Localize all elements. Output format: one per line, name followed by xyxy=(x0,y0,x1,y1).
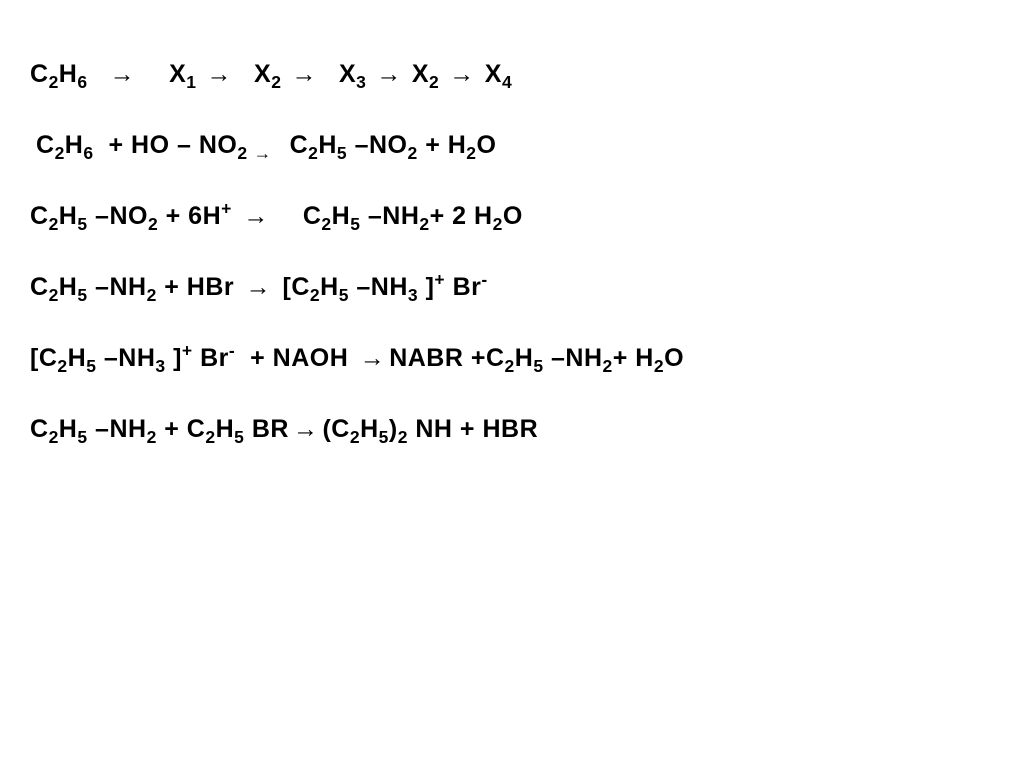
page-content: C2H6→X1→X2→X3→X2→X4 C2H6 + HO – NO2→C2H5 … xyxy=(0,0,1024,516)
equation-rxn1: C2H6 + HO – NO2→C2H5 –NO2 + H2O xyxy=(36,131,994,160)
equation-rxn3: C2H5 –NH2 + HBr → [C2H5 –NH3 ]+ Br- xyxy=(30,273,994,302)
equation-scheme: C2H6→X1→X2→X3→X2→X4 xyxy=(30,60,994,89)
equation-rxn5: C2H5 –NH2 + C2H5 BR→(C2H5)2 NH + HBR xyxy=(30,415,994,444)
equation-rxn4: [C2H5 –NH3 ]+ Br- + NAOH →NABR +C2H5 –NH… xyxy=(30,344,994,373)
equation-rxn2: C2H5 –NO2 + 6H+ →C2H5 –NH2+ 2 H2O xyxy=(30,202,994,231)
